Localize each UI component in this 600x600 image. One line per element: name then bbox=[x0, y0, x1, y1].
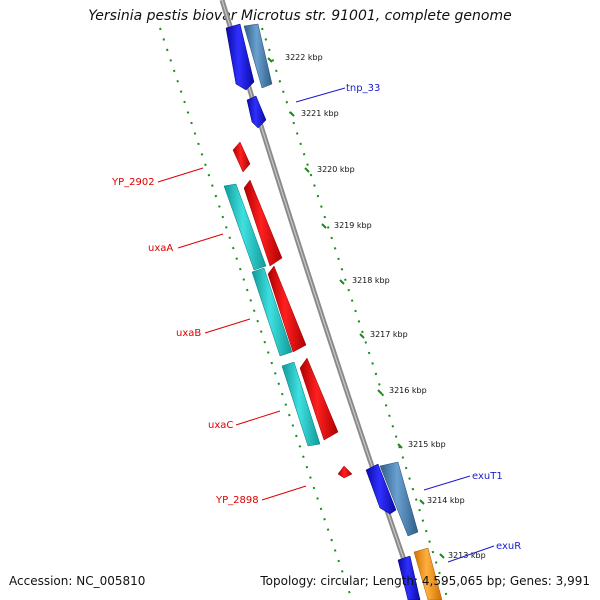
major-ticks bbox=[267, 57, 445, 559]
kbp-label-3220: 3220 kbp bbox=[317, 165, 355, 174]
kbp-label-3217: 3217 kbp bbox=[370, 330, 408, 339]
gene-label-yp2902[interactable]: YP_2902 bbox=[111, 177, 155, 188]
cyan-feature-3[interactable] bbox=[281, 361, 321, 447]
gene-exuR-orange-feature[interactable] bbox=[413, 547, 443, 600]
gene-yp2898-feature[interactable] bbox=[337, 465, 353, 479]
gene-top-steel-feature[interactable] bbox=[243, 23, 273, 89]
kbp-label-3216: 3216 kbp bbox=[389, 386, 427, 395]
gene-uxaB-feature[interactable] bbox=[267, 265, 307, 353]
right-tick-track bbox=[261, 27, 449, 600]
genome-title: Yersinia pestis biovar Microtus str. 910… bbox=[88, 8, 512, 24]
genome-summary-text: Topology: circular; Length: 4,595,065 bp… bbox=[260, 574, 590, 588]
kbp-label-3214: 3214 kbp bbox=[427, 496, 465, 505]
gene-exuR-blue-feature[interactable] bbox=[397, 555, 421, 600]
kbp-label-3219: 3219 kbp bbox=[334, 221, 372, 230]
gene-label-uxaA[interactable]: uxaA bbox=[148, 243, 173, 254]
cyan-feature-1[interactable] bbox=[223, 183, 267, 271]
accession-text: Accession: NC_005810 bbox=[9, 574, 146, 588]
gene-uxaC-feature[interactable] bbox=[299, 357, 339, 441]
gene-label-exuR[interactable]: exuR bbox=[496, 541, 521, 552]
label-leaders bbox=[157, 87, 495, 563]
gene-label-tnp33[interactable]: tnp_33 bbox=[346, 83, 380, 94]
gene-exuT1-stripes[interactable] bbox=[379, 461, 419, 537]
kbp-label-3215: 3215 kbp bbox=[408, 440, 446, 449]
gene-exuT1-feature[interactable] bbox=[365, 463, 397, 515]
left-tick-track bbox=[159, 27, 353, 600]
gene-uxaA-feature[interactable] bbox=[243, 179, 283, 267]
cyan-feature-2[interactable] bbox=[251, 267, 293, 357]
gene-top-blue-feature[interactable] bbox=[225, 23, 255, 91]
gene-label-uxaC[interactable]: uxaC bbox=[208, 420, 233, 431]
kbp-label-3222: 3222 kbp bbox=[285, 53, 323, 62]
gene-yp2902-feature[interactable] bbox=[232, 141, 251, 173]
kbp-label-3221: 3221 kbp bbox=[301, 109, 339, 118]
gene-label-exuT1[interactable]: exuT1 bbox=[472, 471, 503, 482]
gene-label-uxaB[interactable]: uxaB bbox=[176, 328, 201, 339]
kbp-label-3218: 3218 kbp bbox=[352, 276, 390, 285]
gene-tnp33-feature[interactable] bbox=[246, 95, 267, 129]
gene-label-yp2898[interactable]: YP_2898 bbox=[215, 495, 259, 506]
